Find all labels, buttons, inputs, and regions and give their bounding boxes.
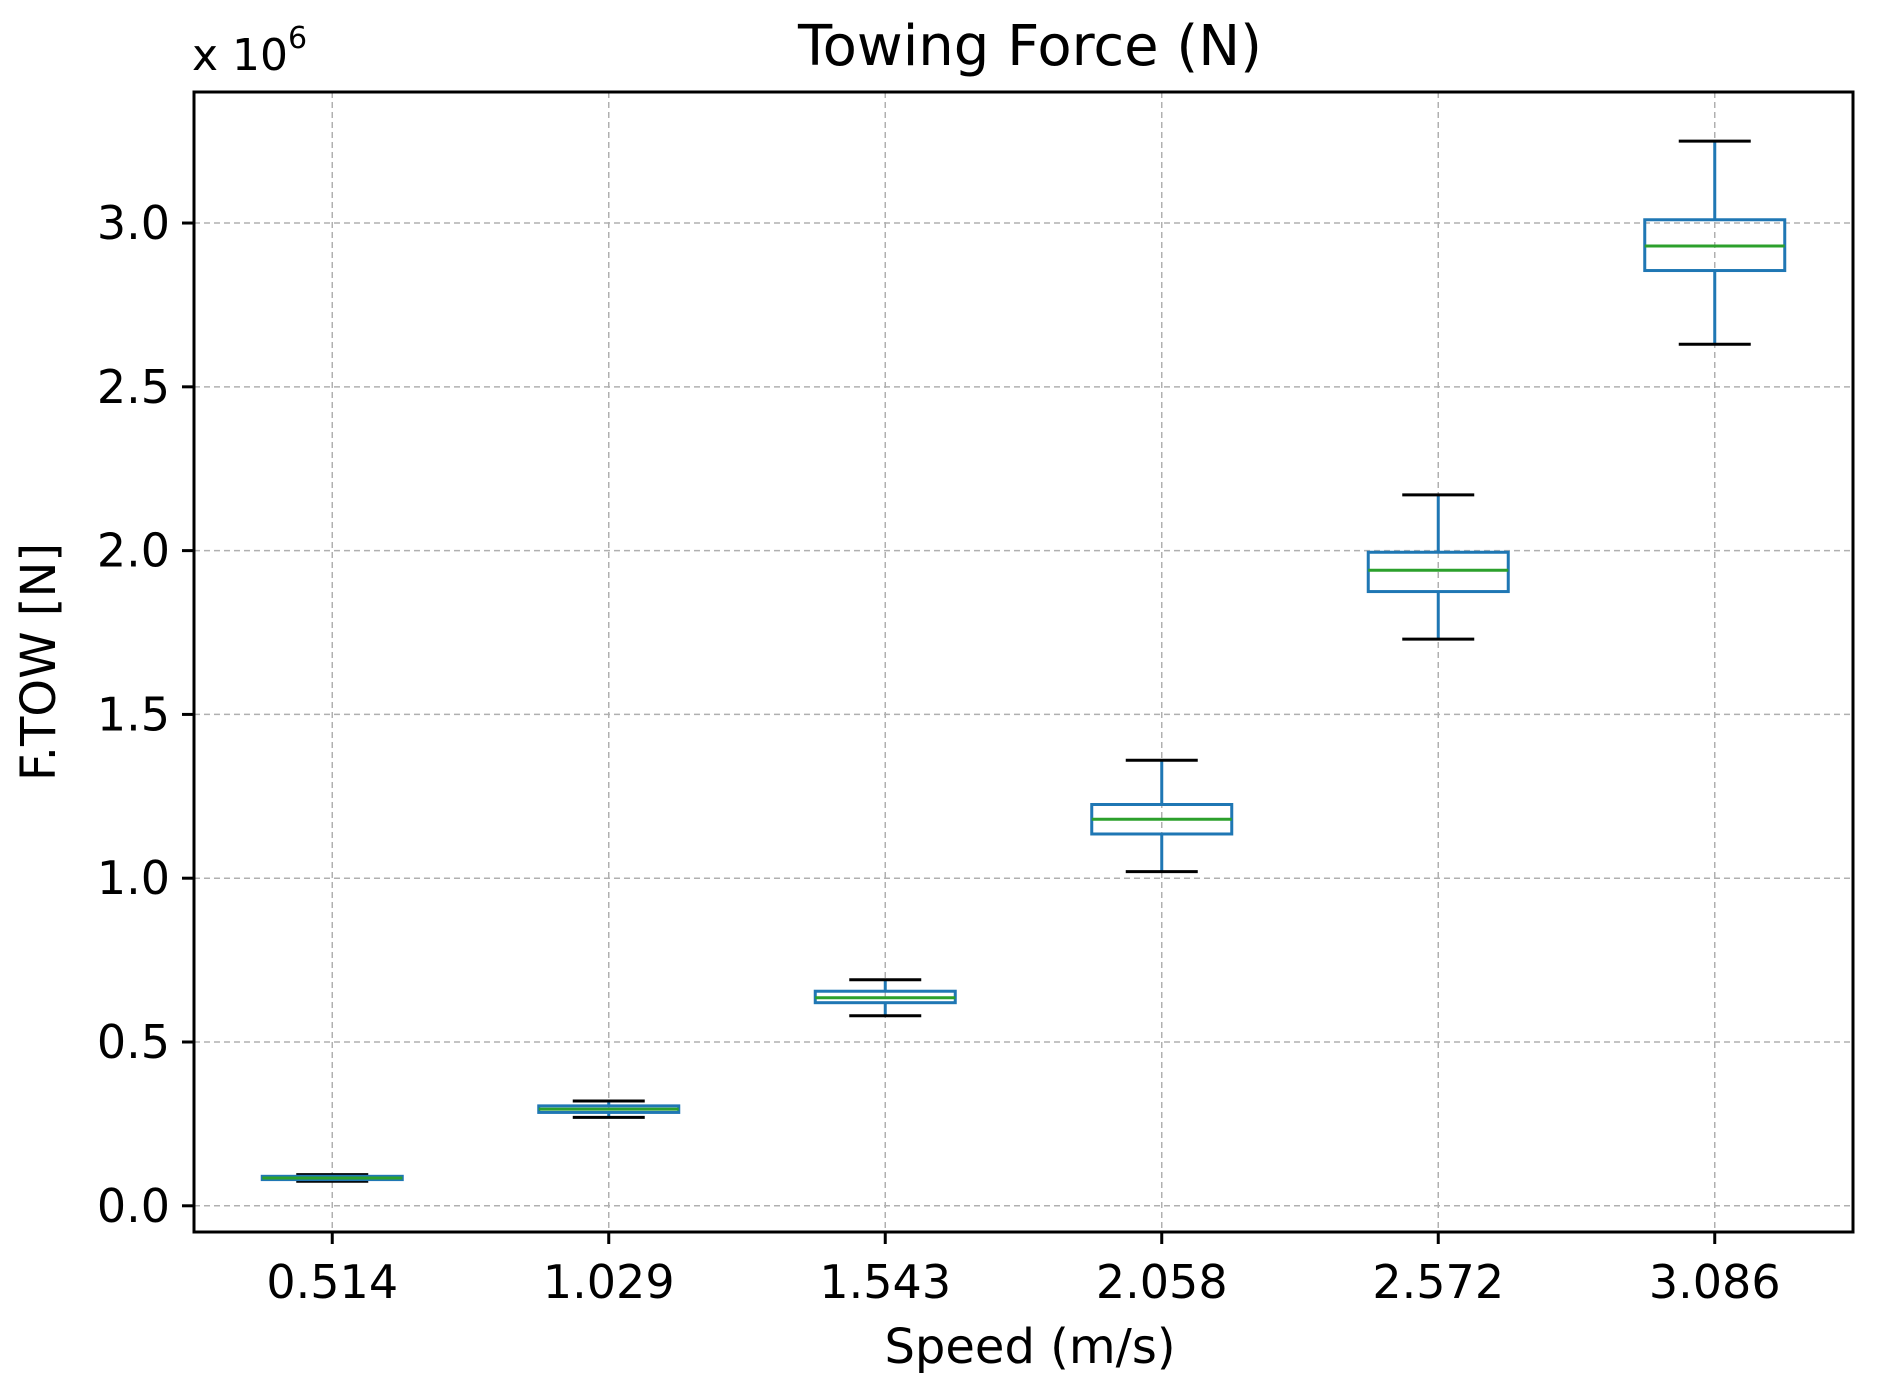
x-axis-ticks: 0.514 1.029 1.543 2.058 2.572 3.086 — [266, 1232, 1781, 1309]
box-group — [260, 1173, 404, 1183]
x-tick-label: 0.514 — [266, 1255, 398, 1309]
y-axis-offset-exponent: 6 — [288, 21, 307, 56]
x-tick-label: 1.029 — [543, 1255, 675, 1309]
box-group — [537, 1099, 681, 1119]
box-group — [813, 978, 957, 1018]
y-axis-ticks: 0.0 0.5 1.0 1.5 2.0 2.5 3.0 — [97, 196, 194, 1233]
box-group — [1366, 493, 1510, 641]
y-tick-label: 3.0 — [97, 196, 170, 250]
y-tick-label: 1.5 — [97, 687, 170, 741]
x-tick-label: 3.086 — [1649, 1255, 1781, 1309]
y-axis-offset-base: x 10 — [192, 30, 288, 81]
x-tick-label: 1.543 — [819, 1255, 951, 1309]
iqr-box — [1366, 550, 1510, 594]
y-tick-label: 1.0 — [97, 851, 170, 905]
chart-title: Towing Force (N) — [797, 14, 1262, 79]
y-axis-label: F.TOW [N] — [11, 543, 67, 781]
plot-frame — [192, 90, 1855, 1234]
x-axis-label: Speed (m/s) — [884, 1319, 1175, 1375]
grid-lines — [194, 92, 1853, 1232]
box-group — [1643, 139, 1787, 346]
y-tick-label: 2.5 — [97, 360, 170, 414]
y-tick-label: 2.0 — [97, 524, 170, 578]
y-axis-offset-label: x 106 — [192, 21, 307, 81]
box-group — [1090, 758, 1234, 874]
y-tick-label: 0.5 — [97, 1015, 170, 1069]
y-tick-label: 0.0 — [97, 1179, 170, 1233]
x-tick-label: 2.572 — [1372, 1255, 1504, 1309]
box-series — [260, 139, 1787, 1183]
x-tick-label: 2.058 — [1096, 1255, 1228, 1309]
